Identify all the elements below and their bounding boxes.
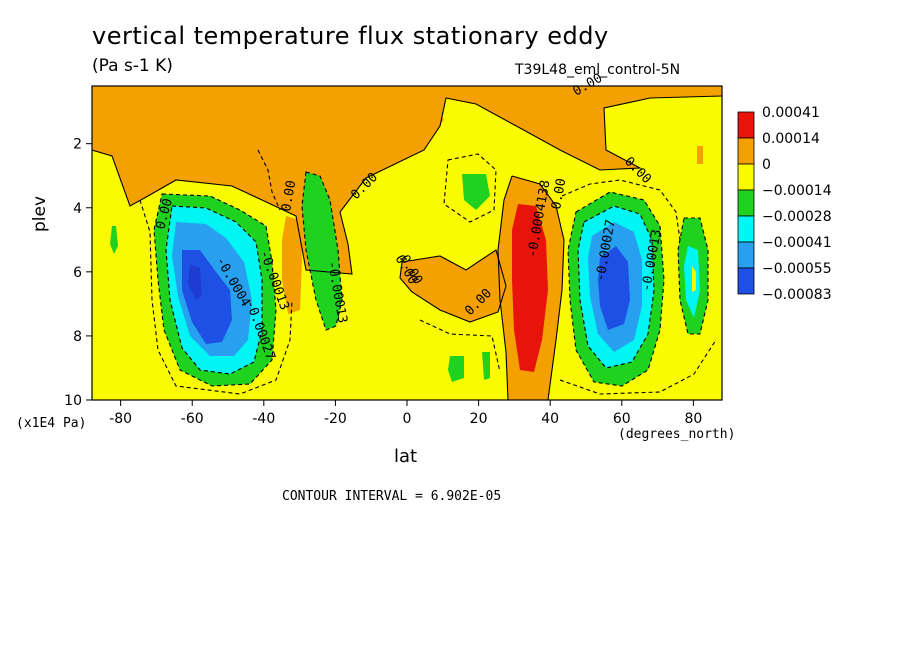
orange-region-top xyxy=(92,86,722,274)
green-spot-minus80 xyxy=(110,226,118,254)
x-tick-label: -60 xyxy=(181,411,204,427)
x-tick-label: 0 xyxy=(403,411,412,427)
legend-swatch xyxy=(737,189,755,217)
contour-fill-layer xyxy=(92,86,722,400)
contour-line-0 xyxy=(92,95,722,275)
y-tick-label: 4 xyxy=(73,201,82,217)
contour-line-layer xyxy=(92,95,722,400)
green-spot-15n-upper xyxy=(462,174,490,210)
legend-label: 0.00041 xyxy=(762,105,820,121)
orange-spot-80n xyxy=(697,146,703,164)
contour-line-12 xyxy=(561,179,681,241)
green-spot-20n-lower xyxy=(482,352,490,380)
legend-swatch xyxy=(737,215,755,243)
run-label: T39L48_eml_control-5N xyxy=(515,62,681,78)
contour-line-14 xyxy=(443,153,497,223)
legend-swatch xyxy=(737,267,755,295)
y-tick-label: 6 xyxy=(73,265,82,281)
blue-region-north xyxy=(598,246,630,330)
y-tick-label: 2 xyxy=(73,137,82,153)
orange-region-minus40 xyxy=(282,216,302,314)
contour-line-7 xyxy=(577,205,655,369)
contour-line-4 xyxy=(153,193,277,387)
contour-line-10 xyxy=(139,199,293,395)
legend-label: 0.00014 xyxy=(762,131,820,147)
x-tick-label: -20 xyxy=(324,411,347,427)
contour-label: 0.00 xyxy=(549,177,569,210)
legend-label: −0.00083 xyxy=(762,287,832,303)
legend-label: −0.00028 xyxy=(762,209,832,225)
y-axis-units: (x1E4 Pa) xyxy=(16,416,87,431)
legend-swatch xyxy=(737,137,755,165)
chart-title: vertical temperature flux stationary edd… xyxy=(92,22,609,50)
orange-region-center xyxy=(400,250,506,322)
x-tick-label: 40 xyxy=(541,411,559,427)
x-axis-units: (degrees_north) xyxy=(618,427,736,442)
legend-label: −0.00041 xyxy=(762,235,832,251)
contour-line-9 xyxy=(677,217,709,335)
green-band-minus27 xyxy=(302,172,342,330)
orange-region-top-upper xyxy=(294,106,444,170)
x-tick-label: 60 xyxy=(613,411,631,427)
x-tick-label: 20 xyxy=(470,411,488,427)
legend-label: 0 xyxy=(762,157,771,173)
y-tick-label: 10 xyxy=(64,393,82,409)
legend-swatch xyxy=(737,163,755,191)
legend-swatch xyxy=(737,241,755,269)
contour-line-15 xyxy=(559,339,717,395)
color-legend: 0.00041 0.00014 0 −0.00014 −0.00028 −0.00041 −… xyxy=(737,105,832,303)
contour-line-3 xyxy=(497,175,513,400)
contour-label: 0.00 xyxy=(279,179,299,212)
contour-line-2 xyxy=(511,175,565,400)
chart-units: (Pa s-1 K) xyxy=(92,56,173,76)
x-axis-label: lat xyxy=(394,446,418,467)
legend-label: −0.00014 xyxy=(762,183,832,199)
contour-interval-footer: CONTOUR INTERVAL = 6.902E-05 xyxy=(282,489,502,504)
legend-swatch xyxy=(737,111,755,139)
axes-layer: -80 -60 -40 -20 0 20 40 60 80 2 4 6 8 10 xyxy=(64,85,723,427)
legend-label: −0.00055 xyxy=(762,261,832,277)
contour-line-13 xyxy=(419,319,501,373)
x-tick-label: -40 xyxy=(252,411,275,427)
contour-line-5 xyxy=(165,205,263,375)
yellow-spot-80n xyxy=(692,266,696,292)
y-tick-label: 8 xyxy=(73,329,82,345)
x-tick-label: 80 xyxy=(684,411,702,427)
green-spot-15n-lower xyxy=(448,356,464,382)
darkblue-core-south xyxy=(188,264,202,300)
contour-line-1 xyxy=(399,249,507,323)
contour-line-8 xyxy=(301,171,343,331)
red-region-positive-max xyxy=(512,204,548,372)
x-tick-label: -80 xyxy=(109,411,132,427)
